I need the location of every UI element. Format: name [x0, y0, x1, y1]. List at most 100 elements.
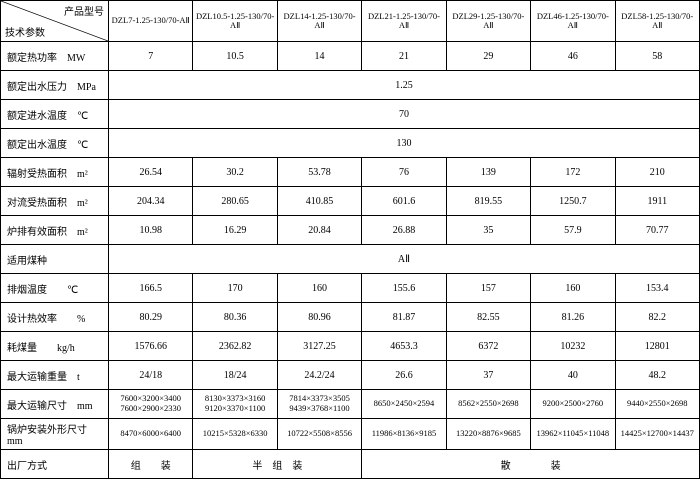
val: 26.54: [109, 158, 193, 187]
val: 10.98: [109, 216, 193, 245]
unit: m²: [77, 198, 105, 209]
val: 9440×2550×2698: [615, 390, 699, 419]
unit: ℃: [67, 285, 95, 296]
label: 额定热功率: [7, 49, 57, 64]
label: 额定出水温度: [7, 136, 67, 151]
val: 4653.3: [362, 332, 446, 361]
val: 210: [615, 158, 699, 187]
val: 280.65: [193, 187, 277, 216]
val: 70: [109, 100, 700, 129]
val: 14425×12700×14437: [615, 419, 699, 450]
val: 170: [193, 274, 277, 303]
row-efficiency: 设计热效率 % 80.2980.3680.9681.8782.5581.2682…: [1, 303, 700, 332]
val: 48.2: [615, 361, 699, 390]
row-grate-area: 炉排有效面积 m² 10.9816.2920.8426.883557.970.7…: [1, 216, 700, 245]
val: 20.84: [277, 216, 361, 245]
unit: mm: [77, 401, 105, 412]
val: 26.6: [362, 361, 446, 390]
header-diag-top: 产品型号: [64, 3, 104, 18]
unit: %: [77, 314, 105, 325]
row-exhaust-temp: 排烟温度 ℃ 166.5170160155.6157160153.4: [1, 274, 700, 303]
unit: t: [77, 372, 105, 383]
val: 10215×5328×6330: [193, 419, 277, 450]
val: 139: [446, 158, 530, 187]
model-3: DZL21-1.25-130/70-AⅡ: [362, 1, 446, 42]
val: 130: [109, 129, 700, 158]
val: 40: [531, 361, 615, 390]
val: 29: [446, 42, 530, 71]
row-coal-consumption: 耗煤量 kg/h 1576.662362.823127.254653.36372…: [1, 332, 700, 361]
label: 设计热效率: [7, 310, 57, 325]
val: AⅡ: [109, 245, 700, 274]
val: 81.26: [531, 303, 615, 332]
val: 26.88: [362, 216, 446, 245]
val: 10.5: [193, 42, 277, 71]
val-seg3: 散 装: [362, 450, 700, 479]
label: 适用煤种: [7, 252, 47, 267]
val: 2362.82: [193, 332, 277, 361]
val: 80.36: [193, 303, 277, 332]
val: 24.2/24: [277, 361, 361, 390]
val: 76: [362, 158, 446, 187]
unit: MPa: [77, 82, 105, 93]
model-4: DZL29-1.25-130/70-AⅡ: [446, 1, 530, 42]
val: 7: [109, 42, 193, 71]
spec-table: 产品型号 技术参数 DZL7-1.25-130/70-AⅡ DZL10.5-1.…: [0, 0, 700, 479]
val: 30.2: [193, 158, 277, 187]
label: 耗煤量: [7, 339, 37, 354]
val: 166.5: [109, 274, 193, 303]
unit: ℃: [77, 140, 105, 151]
val: 8650×2450×2594: [362, 390, 446, 419]
unit: m²: [77, 227, 105, 238]
model-2: DZL14-1.25-130/70-AⅡ: [277, 1, 361, 42]
val: 37: [446, 361, 530, 390]
val: 12801: [615, 332, 699, 361]
val: 57.9: [531, 216, 615, 245]
label: 额定出水压力: [7, 78, 67, 93]
unit: kg/h: [57, 343, 85, 354]
val: 24/18: [109, 361, 193, 390]
val: 82.2: [615, 303, 699, 332]
val-bot: 7600×2900×2330: [110, 404, 191, 414]
val: 13220×8876×9685: [446, 419, 530, 450]
row-coal-type: 适用煤种 AⅡ: [1, 245, 700, 274]
val: 160: [277, 274, 361, 303]
model-5: DZL46-1.25-130/70-AⅡ: [531, 1, 615, 42]
row-max-trans-dim: 最大运输尺寸 mm 7600×3200×34007600×2900×2330 8…: [1, 390, 700, 419]
val: 53.78: [277, 158, 361, 187]
label: 锅炉安装外形尺寸: [7, 421, 87, 436]
val: 10232: [531, 332, 615, 361]
row-out-temp: 额定出水温度 ℃ 130: [1, 129, 700, 158]
val: 11986×8136×9185: [362, 419, 446, 450]
model-0: DZL7-1.25-130/70-AⅡ: [109, 1, 193, 42]
model-6: DZL58-1.25-130/70-AⅡ: [615, 1, 699, 42]
unit: m²: [77, 169, 105, 180]
val: 35: [446, 216, 530, 245]
val: 46: [531, 42, 615, 71]
val: 58: [615, 42, 699, 71]
row-in-temp: 额定进水温度 ℃ 70: [1, 100, 700, 129]
val: 14: [277, 42, 361, 71]
label: 对流受热面积: [7, 194, 67, 209]
unit: MW: [67, 53, 95, 64]
model-1: DZL10.5-1.25-130/70-AⅡ: [193, 1, 277, 42]
val: 172: [531, 158, 615, 187]
row-max-trans-weight: 最大运输重量 t 24/1818/2424.2/2426.6374048.2: [1, 361, 700, 390]
val: 1576.66: [109, 332, 193, 361]
val-seg2: 半 组 装: [193, 450, 362, 479]
label: 额定进水温度: [7, 107, 67, 122]
val: 8562×2550×2698: [446, 390, 530, 419]
val: 153.4: [615, 274, 699, 303]
val: 10722×5508×8556: [277, 419, 361, 450]
unit: ℃: [77, 111, 105, 122]
label: 出厂方式: [7, 457, 47, 472]
label: 排烟温度: [7, 281, 47, 296]
val: 81.87: [362, 303, 446, 332]
val: 410.85: [277, 187, 361, 216]
val: 3127.25: [277, 332, 361, 361]
row-rad-area: 辐射受热面积 m² 26.5430.253.7876139172210: [1, 158, 700, 187]
header-diag-bottom: 技术参数: [5, 24, 45, 39]
val-bot: 9439×3768×1100: [279, 404, 360, 414]
header-row: 产品型号 技术参数 DZL7-1.25-130/70-AⅡ DZL10.5-1.…: [1, 1, 700, 42]
row-conv-area: 对流受热面积 m² 204.34280.65410.85601.6819.551…: [1, 187, 700, 216]
